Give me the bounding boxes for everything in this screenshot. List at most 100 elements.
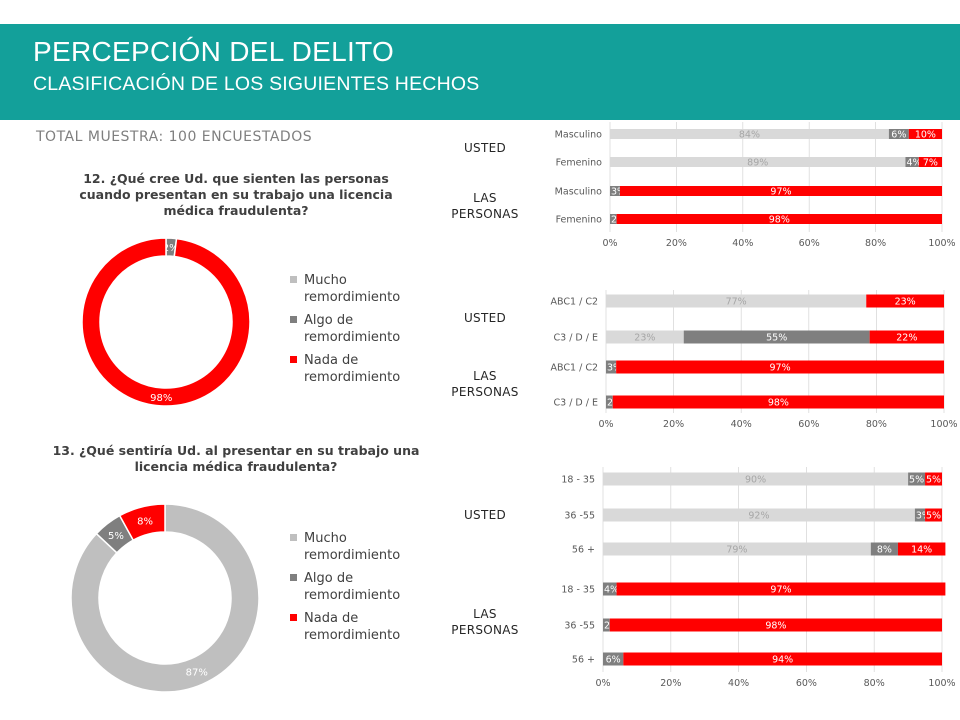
- bar-segment: [683, 330, 870, 344]
- group-label-personas-line1: LAS: [473, 369, 497, 383]
- category-label: C3 / D / E: [554, 398, 598, 409]
- category-label: Masculino: [555, 130, 603, 141]
- page-subtitle: CLASIFICACIÓN DE LOS SIGUIENTES HECHOS: [33, 73, 480, 95]
- donut-data-label: 8%: [137, 517, 153, 528]
- group-label-personas-2: LAS PERSONAS: [440, 368, 530, 400]
- bar-data-label: 14%: [911, 545, 932, 556]
- category-label: C3 / D / E: [554, 333, 598, 344]
- bar-segment: [897, 542, 946, 556]
- bar-data-label: 4%: [906, 158, 921, 169]
- donut-data-label: 2%: [163, 243, 179, 254]
- legend-item-nada: Nada de remordimiento: [290, 352, 400, 386]
- donut-data-label: 98%: [150, 393, 172, 404]
- category-label: 36 -55: [564, 511, 595, 522]
- legend-item-mucho: Mucho remordimiento: [290, 272, 400, 306]
- donut-data-label: 5%: [108, 531, 124, 542]
- bar-data-label: 92%: [748, 511, 769, 522]
- bar-data-label: 5%: [909, 475, 924, 486]
- donut-slice: [118, 503, 166, 542]
- bar-segment: [609, 618, 942, 632]
- legend-label-algo-2: remordimiento: [304, 330, 401, 345]
- legend-label-algo-1: Algo de: [304, 313, 354, 328]
- bar-segment: [870, 542, 898, 556]
- legend-label-mucho-2: remordimiento: [304, 290, 401, 305]
- x-tick-label: 60%: [796, 678, 817, 689]
- category-label: ABC1 / C2: [551, 297, 598, 308]
- bar-data-label: 7%: [923, 158, 938, 169]
- question-13-line2: licencia médica fraudulenta?: [134, 459, 338, 474]
- donut-chart-q13: 87% 5% 8%: [70, 503, 260, 693]
- bar-segment: [616, 360, 944, 374]
- question-12: 12. ¿Qué cree Ud. que sienten las person…: [40, 171, 432, 219]
- bar-segment: [925, 508, 942, 522]
- bar-data-label: 8%: [877, 545, 892, 556]
- legend-label-algo-1: Algo de: [304, 571, 354, 586]
- bar-data-label: 6%: [606, 655, 621, 666]
- category-label: Femenino: [556, 215, 603, 226]
- bar-data-label: 3%: [611, 187, 626, 198]
- legend-label-nada-2: remordimiento: [304, 370, 401, 385]
- legend-label-algo-2: remordimiento: [304, 588, 401, 603]
- legend-label-mucho-1: Mucho: [304, 531, 347, 546]
- legend-swatch-algo: [290, 316, 297, 323]
- bar-segment: [603, 508, 915, 522]
- bar-data-label: 5%: [926, 475, 941, 486]
- bar-data-label: 84%: [739, 130, 760, 141]
- group-label-personas-line2: PERSONAS: [451, 207, 519, 221]
- bar-data-label: 6%: [891, 130, 906, 141]
- bar-segment: [610, 214, 617, 224]
- donut-q12-slices: 2% 98%: [81, 237, 251, 407]
- bar-data-label: 5%: [926, 511, 941, 522]
- bar-segment: [908, 129, 942, 139]
- legend-label-nada-1: Nada de: [304, 353, 359, 368]
- donut-data-label: 87%: [186, 667, 208, 678]
- bar-data-label: 23%: [634, 333, 655, 344]
- legend-swatch-mucho: [290, 276, 297, 283]
- question-12-line1: 12. ¿Qué cree Ud. que sienten las person…: [83, 171, 389, 186]
- bar-data-label: 2%: [607, 398, 622, 409]
- legend-swatch-nada: [290, 614, 297, 621]
- category-label: 56 +: [572, 655, 595, 666]
- bar-segment: [603, 582, 617, 596]
- page-title: PERCEPCIÓN DEL DELITO: [33, 36, 395, 67]
- group-label-personas-line1: LAS: [473, 191, 497, 205]
- bar-data-label: 23%: [895, 297, 916, 308]
- legend-label-mucho-1: Mucho: [304, 273, 347, 288]
- bar-segment: [606, 294, 867, 308]
- legend-q12: Mucho remordimiento Algo de remordimient…: [290, 272, 400, 392]
- bar-segment: [612, 395, 944, 409]
- x-tick-label: 40%: [732, 238, 753, 249]
- question-13: 13. ¿Qué sentiría Ud. al presentar en su…: [36, 443, 436, 475]
- x-tick-label: 80%: [864, 678, 885, 689]
- bar-data-label: 55%: [766, 333, 787, 344]
- bar-data-label: 77%: [726, 297, 747, 308]
- bar-segment: [869, 330, 944, 344]
- group-label-usted-1: USTED: [463, 141, 507, 155]
- group-label-usted-2: USTED: [463, 311, 507, 325]
- x-tick-label: 20%: [666, 238, 687, 249]
- x-tick-label: 40%: [728, 678, 749, 689]
- x-tick-label: 80%: [865, 238, 886, 249]
- bar-data-label: 22%: [896, 333, 917, 344]
- bar-segment: [616, 582, 946, 596]
- bar-data-label: 97%: [770, 363, 791, 374]
- x-tick-label: 0%: [598, 419, 613, 430]
- bar-segment: [603, 542, 871, 556]
- bar-segment: [610, 129, 889, 139]
- bar-segment: [866, 294, 944, 308]
- x-tick-label: 40%: [731, 419, 752, 430]
- bar-data-label: 89%: [747, 158, 768, 169]
- legend-item-algo: Algo de remordimiento: [290, 570, 400, 604]
- donut-slice: [70, 503, 260, 693]
- bar-data-label: 97%: [770, 187, 791, 198]
- legend-swatch-nada: [290, 356, 297, 363]
- group-label-personas-line2: PERSONAS: [451, 385, 519, 399]
- category-label: 18 - 35: [561, 585, 595, 596]
- group-label-personas-line1: LAS: [473, 607, 497, 621]
- bar-data-label: 4%: [604, 585, 619, 596]
- bar-segment: [908, 472, 926, 486]
- question-12-line2: cuando presentan en su trabajo una licen…: [79, 187, 393, 202]
- category-label: Masculino: [555, 187, 603, 198]
- bar-data-label: 98%: [765, 621, 786, 632]
- bar-data-label: 90%: [745, 475, 766, 486]
